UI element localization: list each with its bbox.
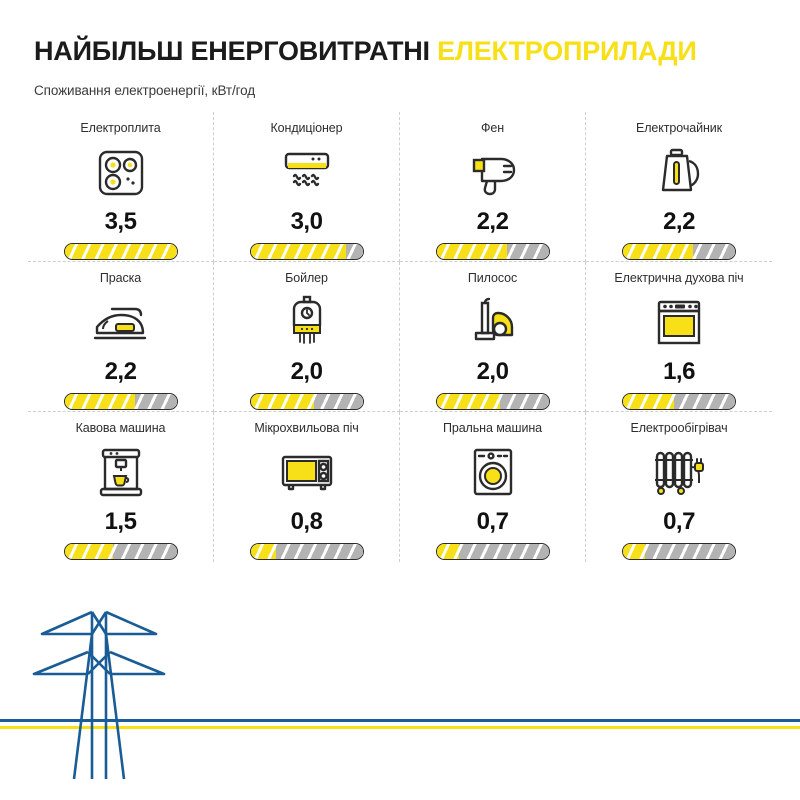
bar-fill [436, 244, 507, 259]
power-line-yellow [0, 726, 800, 729]
bar-fill [623, 394, 675, 409]
title-main: НАЙБІЛЬШ ЕНЕРГОВИТРАТНІ [34, 36, 430, 66]
oven-icon [651, 292, 707, 354]
appliance-cell: Праска 2,2 [28, 262, 214, 412]
hairdryer-icon [464, 142, 522, 204]
washing-machine-icon [467, 442, 519, 504]
radiator-icon [648, 442, 710, 504]
bar-fill [64, 544, 113, 559]
consumption-bar [249, 543, 364, 560]
appliance-cell: Мікрохвильова піч 0,8 [214, 412, 400, 562]
appliance-label: Електрична духова піч [614, 271, 744, 285]
consumption-bar [622, 543, 736, 560]
bar-fill [250, 544, 277, 559]
power-line-blue [0, 719, 800, 722]
boiler-icon [284, 292, 330, 354]
appliance-cell: Пилосос 2,0 [400, 262, 586, 412]
footer: D.TEK ДТЕК Київські Електромережі Операт… [0, 596, 800, 800]
consumption-bar [63, 543, 178, 560]
consumption-bar [249, 243, 364, 260]
bar-fill [64, 244, 177, 259]
power-pylon-icon [30, 604, 180, 794]
appliance-label: Пральна машина [442, 421, 543, 435]
appliance-value: 0,7 [663, 508, 695, 535]
appliance-cell: Пральна машина 0,7 [400, 412, 586, 562]
bar-fill [64, 394, 135, 409]
title-highlight: ЕЛЕКТРОПРИЛАДИ [437, 36, 697, 66]
appliance-value: 3,0 [290, 208, 323, 235]
appliance-cell: Електроплита 3,5 [28, 112, 214, 262]
air-conditioner-icon [277, 142, 337, 204]
appliance-label: Електроплита [80, 121, 161, 135]
appliance-label: Бойлер [285, 271, 328, 285]
appliance-cell: Електрична духова піч 1,6 [586, 262, 772, 412]
consumption-bar [622, 393, 736, 410]
appliance-cell: Бойлер 2,0 [214, 262, 400, 412]
bar-track [623, 544, 735, 559]
kettle-icon [653, 142, 705, 204]
appliance-value: 3,5 [104, 208, 137, 235]
appliance-label: Кондиціонер [270, 121, 343, 135]
appliance-value: 0,8 [290, 508, 323, 535]
appliance-cell: Кондиціонер 3,0 [214, 112, 400, 262]
appliance-label: Праска [99, 271, 142, 285]
bar-fill [436, 394, 501, 409]
consumption-bar [435, 393, 550, 410]
bar-fill [250, 244, 347, 259]
coffee-machine-icon [92, 442, 150, 504]
appliance-label: Пилосос [467, 271, 518, 285]
consumption-bar [63, 243, 178, 260]
consumption-bar [63, 393, 178, 410]
appliance-value: 2,0 [476, 358, 509, 385]
bar-track [250, 544, 363, 559]
appliance-cell: Кавова машина 1,5 [28, 412, 214, 562]
appliance-value: 2,2 [663, 208, 695, 235]
stove-icon [93, 142, 149, 204]
consumption-bar [435, 543, 550, 560]
consumption-bar [622, 243, 736, 260]
appliance-value: 0,7 [476, 508, 509, 535]
appliance-cell: Електрообігрівач 0,7 [586, 412, 772, 562]
iron-icon [90, 292, 152, 354]
bar-fill [623, 544, 646, 559]
appliance-cell: Фен 2,2 [400, 112, 586, 262]
appliance-value: 1,5 [104, 508, 137, 535]
appliance-label: Мікрохвильова піч [254, 421, 359, 435]
subtitle: Споживання електроенергії, кВт/год [34, 83, 256, 98]
appliance-value: 2,2 [104, 358, 137, 385]
appliance-label: Кавова машина [75, 421, 166, 435]
appliance-label: Електрообігрівач [630, 421, 728, 435]
page-title: НАЙБІЛЬШ ЕНЕРГОВИТРАТНІ ЕЛЕКТРОПРИЛАДИ [34, 36, 766, 67]
appliance-label: Електрочайник [635, 121, 723, 135]
bar-fill [436, 544, 459, 559]
bar-fill [623, 244, 694, 259]
microwave-icon [276, 442, 338, 504]
appliance-value: 2,2 [476, 208, 509, 235]
consumption-bar [435, 243, 550, 260]
bar-track [436, 544, 549, 559]
consumption-bar [249, 393, 364, 410]
appliance-cell: Електрочайник 2,2 [586, 112, 772, 262]
appliance-label: Фен [480, 121, 505, 135]
appliance-value: 2,0 [290, 358, 323, 385]
header: НАЙБІЛЬШ ЕНЕРГОВИТРАТНІ ЕЛЕКТРОПРИЛАДИ С… [0, 0, 800, 98]
bar-fill [250, 394, 315, 409]
appliance-value: 1,6 [663, 358, 695, 385]
vacuum-cleaner-icon [464, 292, 522, 354]
appliance-grid: Електроплита 3,5 Кондиціонер 3,0 Фен [28, 112, 772, 562]
